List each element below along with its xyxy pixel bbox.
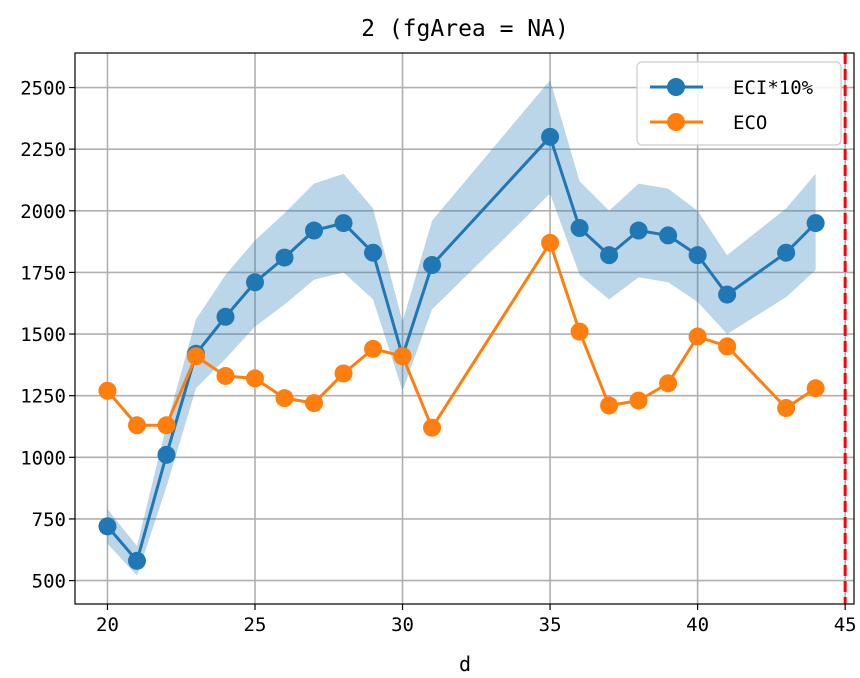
confidence-band bbox=[107, 80, 816, 576]
data-point bbox=[423, 256, 442, 275]
legend-box bbox=[636, 61, 842, 146]
plot-frame bbox=[74, 52, 855, 605]
series-lines bbox=[98, 127, 825, 570]
y-tick-label: 1750 bbox=[20, 262, 66, 284]
data-point bbox=[98, 517, 117, 536]
y-tick-label: 1000 bbox=[20, 447, 66, 469]
data-point bbox=[364, 339, 383, 358]
data-point bbox=[659, 226, 678, 245]
data-point bbox=[275, 389, 294, 408]
data-point bbox=[806, 214, 825, 233]
data-point bbox=[718, 337, 737, 356]
data-point bbox=[216, 307, 235, 326]
data-point bbox=[186, 347, 205, 366]
data-point bbox=[216, 366, 235, 385]
data-point bbox=[600, 246, 619, 265]
y-tick-label: 500 bbox=[32, 571, 66, 593]
x-axis-label: d bbox=[459, 652, 471, 676]
data-point bbox=[629, 221, 648, 240]
data-point bbox=[127, 551, 146, 570]
data-point bbox=[334, 214, 353, 233]
data-point bbox=[659, 374, 678, 393]
data-point bbox=[393, 347, 412, 366]
data-point bbox=[364, 243, 383, 262]
grid-lines bbox=[75, 53, 854, 604]
data-point bbox=[157, 416, 176, 435]
y-tick-label: 2500 bbox=[20, 78, 66, 100]
legend-marker bbox=[667, 78, 685, 96]
data-point bbox=[570, 219, 589, 238]
data-point bbox=[541, 127, 560, 146]
data-point bbox=[245, 369, 264, 388]
data-point bbox=[688, 246, 707, 265]
axis-ticks: 20 25 30 35 40 45 500 750 1000 1250 1500 1750 2000 22… bbox=[20, 78, 856, 636]
data-point bbox=[423, 418, 442, 437]
data-point bbox=[718, 285, 737, 304]
x-tick-label: 25 bbox=[244, 614, 267, 636]
data-point bbox=[600, 396, 619, 415]
data-point bbox=[157, 445, 176, 464]
data-point bbox=[541, 233, 560, 252]
confidence-bands bbox=[107, 80, 816, 576]
data-point bbox=[806, 379, 825, 398]
y-tick-label: 2000 bbox=[20, 201, 66, 223]
data-point bbox=[98, 381, 117, 400]
x-tick-label: 40 bbox=[686, 614, 709, 636]
data-point bbox=[688, 327, 707, 346]
legend-label: ECI*10% bbox=[733, 77, 814, 99]
legend-label: ECO bbox=[733, 112, 767, 134]
data-point bbox=[305, 394, 324, 413]
x-tick-label: 30 bbox=[391, 614, 414, 636]
data-point bbox=[629, 391, 648, 410]
data-point bbox=[570, 322, 589, 341]
data-point bbox=[275, 248, 294, 267]
data-point bbox=[777, 243, 796, 262]
chart-title: 2 (fgArea = NA) bbox=[361, 16, 569, 42]
data-point bbox=[245, 273, 264, 292]
legend: ECI*10% ECO bbox=[636, 61, 842, 146]
y-tick-label: 1250 bbox=[20, 386, 66, 408]
y-tick-label: 2250 bbox=[20, 139, 66, 161]
x-tick-label: 35 bbox=[539, 614, 562, 636]
y-tick-label: 750 bbox=[32, 509, 66, 531]
y-tick-label: 1500 bbox=[20, 324, 66, 346]
x-tick-label: 45 bbox=[834, 614, 857, 636]
data-point bbox=[305, 221, 324, 240]
data-point bbox=[777, 399, 796, 418]
data-point bbox=[334, 364, 353, 383]
data-point bbox=[127, 416, 146, 435]
legend-marker bbox=[667, 113, 685, 131]
x-tick-label: 20 bbox=[96, 614, 119, 636]
